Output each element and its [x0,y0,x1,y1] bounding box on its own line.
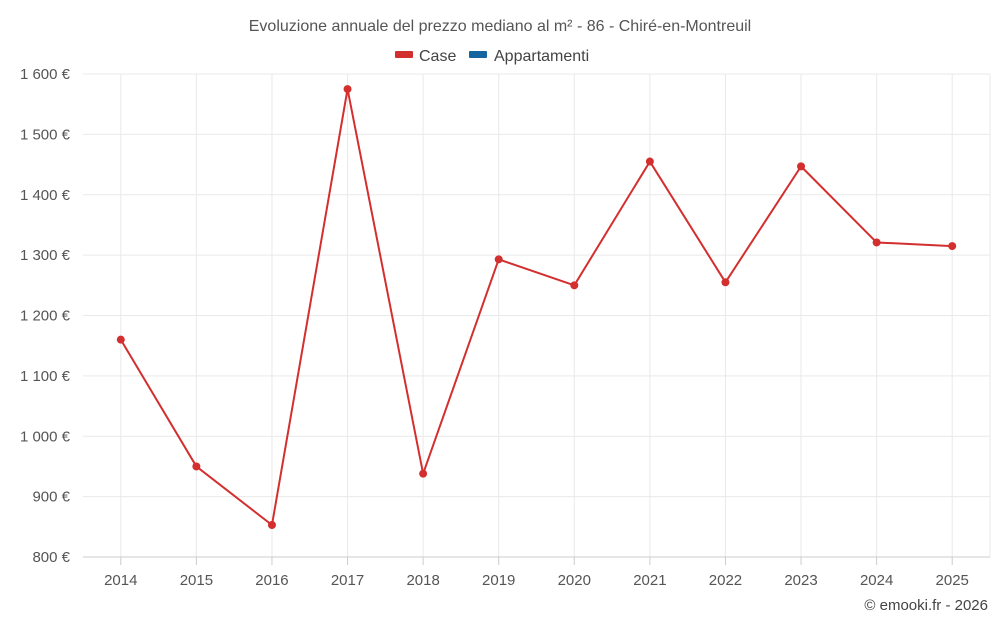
data-point[interactable] [797,162,806,171]
legend-label-appartamenti: Appartamenti [494,48,589,65]
x-tick-label: 2017 [331,572,364,589]
series-line-case [119,88,953,527]
data-point[interactable] [721,278,730,287]
data-point[interactable] [419,469,428,478]
plot-area [116,85,957,530]
data-point[interactable] [116,335,125,344]
y-tick-label: 1 300 € [20,247,71,264]
data-point[interactable] [343,85,352,94]
y-tick-label: 1 000 € [20,428,71,445]
data-point[interactable] [494,255,503,264]
chart-title: Evoluzione annuale del prezzo mediano al… [249,18,751,35]
legend-label-case: Case [419,48,456,65]
x-tick-label: 2020 [558,572,591,589]
y-tick-label: 1 500 € [20,126,71,143]
y-tick-label: 1 400 € [20,187,71,204]
x-tick-label: 2018 [406,572,439,589]
x-tick-label: 2022 [709,572,742,589]
y-tick-label: 800 € [32,549,70,566]
data-point[interactable] [872,238,881,247]
y-tick-label: 900 € [32,489,70,506]
credit-text: © emooki.fr - 2026 [864,597,988,614]
x-tick-label: 2014 [104,572,137,589]
legend-item-appartamenti[interactable]: Appartamenti [469,48,589,65]
x-tick-label: 2015 [180,572,213,589]
y-tick-label: 1 600 € [20,66,71,83]
y-tick-label: 1 100 € [20,368,71,385]
x-tick-label: 2025 [936,572,969,589]
legend-item-case[interactable]: Case [395,48,456,65]
data-point[interactable] [570,281,579,290]
x-tick-label: 2019 [482,572,515,589]
legend-swatch-case [395,51,413,58]
x-tick-label: 2021 [633,572,666,589]
x-tick-label: 2016 [255,572,288,589]
axes: 800 € 900 € 1 000 € 1 100 € 1 200 € 1 300 € 1 … [20,66,990,589]
legend-swatch-appartamenti [469,51,487,58]
x-tick-label: 2024 [860,572,893,589]
data-point[interactable] [948,242,957,251]
legend: Case Appartamenti [395,48,589,65]
data-point[interactable] [645,157,654,166]
x-tick-label: 2023 [784,572,817,589]
y-tick-label: 1 200 € [20,308,71,325]
data-point[interactable] [192,462,201,471]
data-point[interactable] [267,521,276,530]
